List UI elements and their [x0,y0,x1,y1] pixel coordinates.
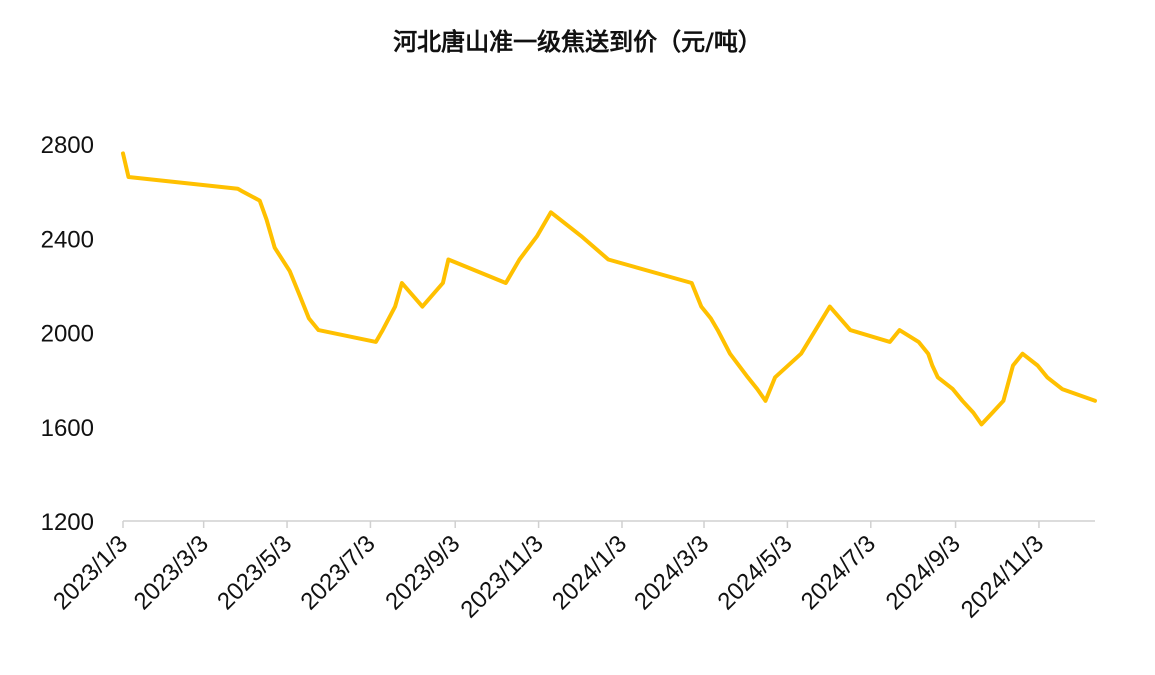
x-tick-label: 2024/1/3 [547,530,632,615]
x-tick-label: 2023/9/3 [380,530,465,615]
series-line-0 [121,151,1097,427]
x-tick-label: 2023/1/3 [48,530,133,615]
x-tick-label: 2024/3/3 [629,530,714,615]
x-tick-label: 2024/9/3 [881,530,966,615]
x-tick-label: 2024/11/3 [956,530,1049,623]
y-tick-label: 1600 [41,415,94,442]
y-tick-label: 2400 [41,226,94,253]
x-tick-label: 2023/11/3 [455,530,548,623]
x-tick-label: 2024/7/3 [796,530,881,615]
x-tick-label: 2023/5/3 [212,530,297,615]
y-tick-label: 1200 [41,509,94,536]
y-axis-ticks: 1200 1600 2000 2400 2800 [41,132,94,536]
chart-title: 河北唐山准一级焦送到价（元/吨） [393,28,762,56]
x-tick-label: 2023/7/3 [296,530,381,615]
y-tick-label: 2800 [41,132,94,159]
x-tick-label: 2023/3/3 [129,530,214,615]
y-tick-label: 2000 [41,321,94,348]
series-lines [121,151,1097,427]
x-tick-label: 2024/5/3 [712,530,797,615]
